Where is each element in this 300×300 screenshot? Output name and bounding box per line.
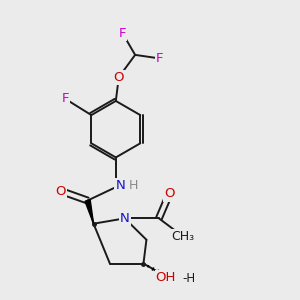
Text: H: H — [129, 179, 138, 192]
Text: F: F — [61, 92, 69, 105]
Text: O: O — [56, 184, 66, 197]
Polygon shape — [85, 200, 94, 224]
Text: N: N — [120, 212, 130, 225]
Text: O: O — [113, 71, 124, 84]
Text: O: O — [164, 188, 175, 200]
Text: CH₃: CH₃ — [171, 230, 194, 243]
Text: F: F — [156, 52, 164, 65]
Text: OH: OH — [156, 271, 176, 284]
Text: -H: -H — [182, 272, 195, 285]
Text: N: N — [116, 179, 125, 192]
Text: F: F — [119, 27, 126, 40]
